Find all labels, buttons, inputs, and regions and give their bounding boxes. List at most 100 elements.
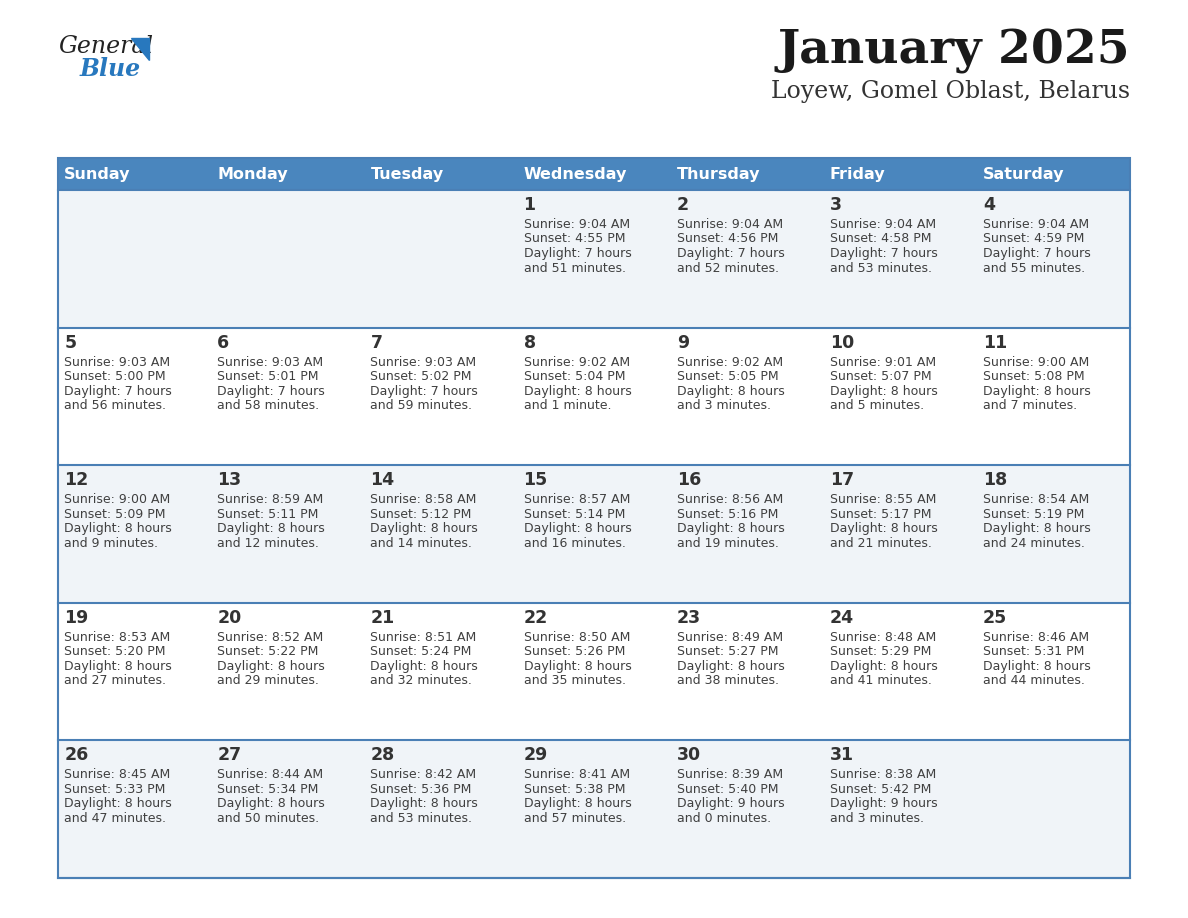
Text: and 50 minutes.: and 50 minutes. bbox=[217, 812, 320, 825]
Text: 8: 8 bbox=[524, 333, 536, 352]
Text: 5: 5 bbox=[64, 333, 76, 352]
Text: Sunset: 5:24 PM: Sunset: 5:24 PM bbox=[371, 645, 472, 658]
Text: and 58 minutes.: and 58 minutes. bbox=[217, 399, 320, 412]
Text: Sunset: 5:38 PM: Sunset: 5:38 PM bbox=[524, 783, 625, 796]
Text: Sunset: 5:27 PM: Sunset: 5:27 PM bbox=[677, 645, 778, 658]
Text: Blue: Blue bbox=[80, 57, 141, 81]
Text: Sunset: 4:56 PM: Sunset: 4:56 PM bbox=[677, 232, 778, 245]
Text: Sunrise: 8:51 AM: Sunrise: 8:51 AM bbox=[371, 631, 476, 644]
Text: Sunrise: 8:46 AM: Sunrise: 8:46 AM bbox=[982, 631, 1089, 644]
Text: Daylight: 7 hours: Daylight: 7 hours bbox=[217, 385, 326, 397]
Text: Sunset: 5:34 PM: Sunset: 5:34 PM bbox=[217, 783, 318, 796]
Text: Thursday: Thursday bbox=[677, 166, 760, 182]
Text: Daylight: 8 hours: Daylight: 8 hours bbox=[64, 798, 172, 811]
Text: and 7 minutes.: and 7 minutes. bbox=[982, 399, 1078, 412]
Text: Daylight: 8 hours: Daylight: 8 hours bbox=[524, 385, 631, 397]
Text: and 0 minutes.: and 0 minutes. bbox=[677, 812, 771, 825]
Text: Sunset: 5:00 PM: Sunset: 5:00 PM bbox=[64, 370, 166, 383]
Text: Sunset: 5:09 PM: Sunset: 5:09 PM bbox=[64, 508, 165, 521]
Text: and 12 minutes.: and 12 minutes. bbox=[217, 537, 320, 550]
Text: Sunday: Sunday bbox=[64, 166, 131, 182]
Text: 13: 13 bbox=[217, 471, 241, 489]
Text: Sunset: 5:31 PM: Sunset: 5:31 PM bbox=[982, 645, 1085, 658]
Text: Daylight: 7 hours: Daylight: 7 hours bbox=[64, 385, 172, 397]
Text: January 2025: January 2025 bbox=[777, 28, 1130, 74]
Text: Sunrise: 9:03 AM: Sunrise: 9:03 AM bbox=[217, 355, 323, 369]
Text: Daylight: 8 hours: Daylight: 8 hours bbox=[982, 385, 1091, 397]
Bar bbox=[211, 158, 365, 190]
Text: and 5 minutes.: and 5 minutes. bbox=[830, 399, 924, 412]
Text: and 3 minutes.: and 3 minutes. bbox=[830, 812, 924, 825]
Text: Sunset: 5:19 PM: Sunset: 5:19 PM bbox=[982, 508, 1085, 521]
Text: Daylight: 8 hours: Daylight: 8 hours bbox=[677, 660, 784, 673]
Text: Daylight: 8 hours: Daylight: 8 hours bbox=[677, 522, 784, 535]
Text: and 32 minutes.: and 32 minutes. bbox=[371, 675, 473, 688]
Text: Daylight: 8 hours: Daylight: 8 hours bbox=[64, 522, 172, 535]
Text: Daylight: 8 hours: Daylight: 8 hours bbox=[982, 660, 1091, 673]
Text: and 3 minutes.: and 3 minutes. bbox=[677, 399, 771, 412]
Text: 3: 3 bbox=[830, 196, 842, 214]
Text: Sunset: 5:17 PM: Sunset: 5:17 PM bbox=[830, 508, 931, 521]
Text: Daylight: 8 hours: Daylight: 8 hours bbox=[524, 660, 631, 673]
Text: 26: 26 bbox=[64, 746, 88, 765]
Text: Sunset: 5:40 PM: Sunset: 5:40 PM bbox=[677, 783, 778, 796]
Text: 6: 6 bbox=[217, 333, 229, 352]
Text: 24: 24 bbox=[830, 609, 854, 627]
Text: Saturday: Saturday bbox=[982, 166, 1064, 182]
Text: Daylight: 7 hours: Daylight: 7 hours bbox=[982, 247, 1091, 260]
Text: Sunrise: 8:54 AM: Sunrise: 8:54 AM bbox=[982, 493, 1089, 506]
Text: Sunrise: 8:45 AM: Sunrise: 8:45 AM bbox=[64, 768, 170, 781]
Text: 31: 31 bbox=[830, 746, 854, 765]
Text: Sunset: 5:08 PM: Sunset: 5:08 PM bbox=[982, 370, 1085, 383]
Text: 30: 30 bbox=[677, 746, 701, 765]
Text: Sunset: 4:55 PM: Sunset: 4:55 PM bbox=[524, 232, 625, 245]
Text: Sunrise: 8:52 AM: Sunrise: 8:52 AM bbox=[217, 631, 323, 644]
Text: and 41 minutes.: and 41 minutes. bbox=[830, 675, 931, 688]
Text: and 51 minutes.: and 51 minutes. bbox=[524, 262, 626, 274]
Text: Daylight: 7 hours: Daylight: 7 hours bbox=[371, 385, 478, 397]
Text: and 35 minutes.: and 35 minutes. bbox=[524, 675, 626, 688]
Text: Sunrise: 8:55 AM: Sunrise: 8:55 AM bbox=[830, 493, 936, 506]
Text: 18: 18 bbox=[982, 471, 1007, 489]
Text: 4: 4 bbox=[982, 196, 996, 214]
Text: Sunset: 4:59 PM: Sunset: 4:59 PM bbox=[982, 232, 1085, 245]
Text: Daylight: 8 hours: Daylight: 8 hours bbox=[830, 522, 937, 535]
Text: Daylight: 8 hours: Daylight: 8 hours bbox=[64, 660, 172, 673]
Bar bbox=[58, 465, 1130, 603]
Text: Daylight: 8 hours: Daylight: 8 hours bbox=[677, 385, 784, 397]
Text: Daylight: 7 hours: Daylight: 7 hours bbox=[677, 247, 784, 260]
Text: 21: 21 bbox=[371, 609, 394, 627]
Text: Daylight: 8 hours: Daylight: 8 hours bbox=[371, 798, 478, 811]
Text: and 1 minute.: and 1 minute. bbox=[524, 399, 611, 412]
Text: Sunset: 5:04 PM: Sunset: 5:04 PM bbox=[524, 370, 625, 383]
Text: Sunrise: 9:00 AM: Sunrise: 9:00 AM bbox=[64, 493, 170, 506]
Bar bbox=[823, 158, 977, 190]
Text: Daylight: 8 hours: Daylight: 8 hours bbox=[830, 660, 937, 673]
Text: Sunset: 5:14 PM: Sunset: 5:14 PM bbox=[524, 508, 625, 521]
Text: 10: 10 bbox=[830, 333, 854, 352]
Text: and 16 minutes.: and 16 minutes. bbox=[524, 537, 625, 550]
Text: Sunset: 5:07 PM: Sunset: 5:07 PM bbox=[830, 370, 931, 383]
Text: 9: 9 bbox=[677, 333, 689, 352]
Text: Sunrise: 9:03 AM: Sunrise: 9:03 AM bbox=[64, 355, 170, 369]
Text: 12: 12 bbox=[64, 471, 88, 489]
Text: Tuesday: Tuesday bbox=[371, 166, 443, 182]
Text: Sunset: 5:33 PM: Sunset: 5:33 PM bbox=[64, 783, 165, 796]
Text: Sunrise: 9:04 AM: Sunrise: 9:04 AM bbox=[982, 218, 1089, 231]
Bar bbox=[977, 158, 1130, 190]
Text: Sunrise: 8:39 AM: Sunrise: 8:39 AM bbox=[677, 768, 783, 781]
Text: Sunrise: 8:42 AM: Sunrise: 8:42 AM bbox=[371, 768, 476, 781]
Text: Sunset: 5:20 PM: Sunset: 5:20 PM bbox=[64, 645, 165, 658]
Bar bbox=[58, 603, 1130, 741]
Text: 20: 20 bbox=[217, 609, 241, 627]
Text: Sunrise: 9:01 AM: Sunrise: 9:01 AM bbox=[830, 355, 936, 369]
Text: and 27 minutes.: and 27 minutes. bbox=[64, 675, 166, 688]
Bar bbox=[58, 328, 1130, 465]
Text: Sunset: 4:58 PM: Sunset: 4:58 PM bbox=[830, 232, 931, 245]
Bar bbox=[670, 158, 823, 190]
Text: Daylight: 7 hours: Daylight: 7 hours bbox=[524, 247, 631, 260]
Bar bbox=[58, 741, 1130, 878]
Text: Sunset: 5:42 PM: Sunset: 5:42 PM bbox=[830, 783, 931, 796]
Text: and 38 minutes.: and 38 minutes. bbox=[677, 675, 778, 688]
Text: Sunrise: 8:53 AM: Sunrise: 8:53 AM bbox=[64, 631, 170, 644]
